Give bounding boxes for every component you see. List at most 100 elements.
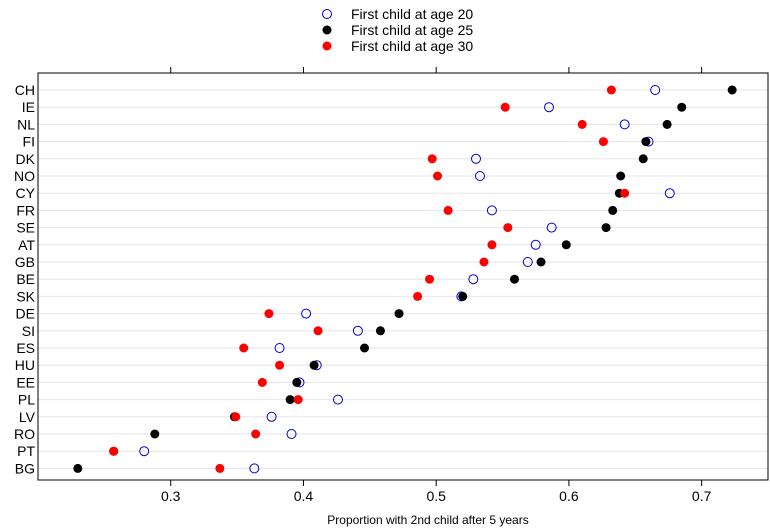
y-label-ee: EE	[16, 374, 35, 390]
point-pt-series-3	[109, 446, 119, 456]
point-nl-series-1	[619, 119, 630, 130]
point-bg-series-3	[215, 463, 225, 473]
point-cy-series-1	[664, 188, 675, 199]
point-gb-series-3	[479, 257, 489, 267]
point-pl-series-2	[285, 395, 295, 405]
point-hu-series-3	[275, 360, 285, 370]
point-se-series-3	[503, 223, 513, 233]
y-label-nl: NL	[17, 116, 35, 132]
point-ro-series-3	[251, 429, 261, 439]
point-nl-series-3	[577, 119, 587, 129]
legend-marker-3	[322, 41, 332, 51]
x-tick-label: 0.7	[692, 488, 712, 504]
y-label-fi: FI	[23, 134, 35, 150]
y-label-sk: SK	[16, 288, 35, 304]
point-ch-series-1	[650, 85, 661, 95]
point-no-series-3	[433, 171, 443, 181]
y-label-gb: GB	[15, 254, 35, 270]
point-fr-series-3	[443, 205, 453, 215]
gridlines	[38, 89, 768, 469]
point-at-series-2	[561, 240, 571, 250]
point-ie-series-3	[500, 102, 510, 112]
point-ch-series-2	[727, 85, 737, 95]
x-tick-label: 0.6	[559, 488, 579, 504]
point-nl-series-2	[662, 119, 672, 129]
point-sk-series-3	[413, 291, 423, 301]
point-lv-series-1	[266, 411, 277, 422]
point-dk-series-3	[427, 154, 437, 164]
y-label-dk: DK	[16, 151, 36, 167]
legend-marker-2	[322, 25, 332, 35]
point-si-series-2	[375, 326, 385, 336]
legend-label-2: First child at age 25	[351, 22, 473, 38]
point-be-series-3	[425, 274, 435, 284]
point-ee-series-3	[257, 377, 267, 387]
point-hu-series-2	[309, 360, 319, 370]
y-label-lv: LV	[19, 409, 36, 425]
data-points	[73, 85, 737, 474]
y-label-de: DE	[16, 306, 35, 322]
point-pt-series-1	[139, 446, 150, 457]
x-tick-label: 0.4	[294, 488, 314, 504]
point-pl-series-1	[332, 394, 343, 405]
point-be-series-1	[468, 274, 479, 285]
plot-frame	[37, 72, 769, 481]
point-ro-series-2	[150, 429, 160, 439]
y-label-ie: IE	[22, 99, 35, 115]
y-label-ro: RO	[14, 426, 35, 442]
point-dk-series-1	[471, 153, 481, 164]
point-lv-series-3	[231, 412, 241, 422]
y-label-hu: HU	[15, 357, 35, 373]
point-fi-series-3	[598, 137, 608, 147]
point-ee-series-2	[292, 377, 302, 387]
y-label-pl: PL	[18, 392, 35, 408]
point-at-series-3	[487, 240, 497, 250]
point-pl-series-3	[293, 395, 303, 405]
point-gb-series-2	[536, 257, 546, 267]
y-label-no: NO	[14, 168, 35, 184]
point-de-series-3	[264, 309, 274, 319]
point-ch-series-3	[606, 85, 616, 95]
x-axis-ticks: 0.3 0.4 0.5 0.6 0.7	[161, 67, 712, 504]
point-sk-series-2	[458, 291, 468, 301]
point-no-series-1	[474, 171, 485, 181]
point-bg-series-2	[73, 463, 83, 473]
point-se-series-1	[546, 222, 557, 233]
point-at-series-1	[530, 239, 541, 250]
point-es-series-2	[360, 343, 370, 353]
x-tick-label: 0.3	[161, 488, 181, 504]
legend-marker-1	[322, 9, 332, 19]
y-label-cy: CY	[16, 185, 36, 201]
point-dk-series-2	[638, 154, 648, 164]
legend-label-3: First child at age 30	[351, 38, 473, 54]
point-si-series-3	[313, 326, 323, 336]
point-fr-series-2	[608, 205, 618, 215]
legend-label-1: First child at age 20	[351, 6, 473, 22]
point-si-series-1	[352, 325, 363, 336]
point-fr-series-1	[486, 205, 497, 216]
y-label-pt: PT	[17, 443, 35, 459]
point-es-series-1	[274, 343, 285, 353]
y-label-at: AT	[18, 237, 35, 253]
point-ie-series-2	[677, 102, 687, 112]
point-de-series-1	[301, 308, 312, 319]
y-label-es: ES	[16, 340, 35, 356]
y-label-se: SE	[16, 220, 35, 236]
point-es-series-3	[239, 343, 249, 353]
point-ro-series-1	[286, 429, 297, 439]
x-tick-label: 0.5	[426, 488, 446, 504]
y-label-bg: BG	[15, 460, 35, 476]
y-label-be: BE	[16, 271, 35, 287]
x-axis-title: Proportion with 2nd child after 5 years	[327, 513, 528, 527]
point-de-series-2	[394, 309, 404, 319]
point-be-series-2	[509, 274, 519, 284]
y-label-fr: FR	[16, 202, 35, 218]
point-bg-series-1	[249, 463, 260, 474]
point-gb-series-1	[522, 257, 533, 267]
point-cy-series-3	[620, 188, 630, 198]
point-se-series-2	[601, 223, 611, 233]
point-ie-series-1	[544, 102, 554, 113]
